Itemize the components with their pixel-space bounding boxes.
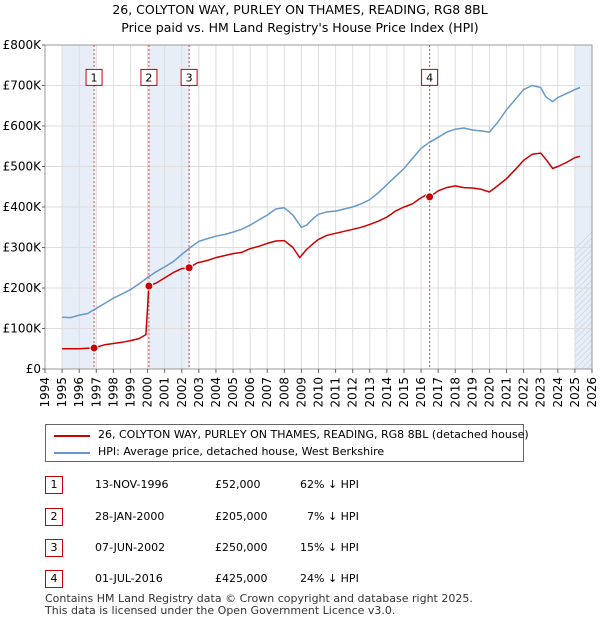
y-tick-label: £200K [3,281,43,295]
x-tick-label: 2005 [226,377,240,408]
sale-marker-box [140,68,158,86]
x-tick-label: 2023 [534,377,548,408]
transaction-price: £250,000 [215,541,268,554]
x-tick-label: 2025 [568,377,582,408]
x-tick-label: 2016 [414,377,428,408]
x-tick-label: 2022 [517,377,531,408]
x-tick-label: 2017 [431,377,445,408]
x-tick-label: 2010 [312,377,326,408]
y-tick-label: £400K [3,200,43,214]
x-tick-label: 1998 [106,377,120,408]
sale-point [425,192,435,202]
x-tick-label: 2013 [363,377,377,408]
x-tick-label: 1997 [89,377,103,408]
x-tick-label: 2001 [158,377,172,408]
sale-marker-number: 2 [145,71,152,84]
x-tick-label: 2026 [585,377,599,408]
series-line-property [62,152,581,350]
chart-title-line-1: 26, COLYTON WAY, PURLEY ON THAMES, READI… [112,2,488,17]
transaction-hpi-diff: 62% ↓ HPI [300,478,359,491]
footer-copyright: Contains HM Land Registry data © Crown c… [45,592,473,605]
x-tick-label: 2012 [346,377,360,408]
transaction-date: 28-JAN-2000 [95,510,165,523]
x-tick-label: 2004 [209,377,223,408]
transaction-price: £205,000 [215,510,268,523]
x-tick-label: 2003 [192,377,206,408]
x-tick-label: 2002 [175,377,189,408]
legend-label-hpi: HPI: Average price, detached house, West… [98,445,385,458]
x-tick-label: 2024 [551,377,565,408]
y-tick-label: £600K [3,119,43,133]
x-tick-label: 2019 [465,377,479,408]
x-tick-label: 2011 [329,377,343,408]
x-tick-label: 2014 [380,377,394,408]
series-line-hpi [62,84,581,319]
sale-marker-box [180,68,198,86]
x-tick-label: 2015 [397,377,411,408]
chart-legend: 26, COLYTON WAY, PURLEY ON THAMES, READI… [45,424,529,462]
sale-marker-box [85,68,103,86]
x-tick-label: 2021 [500,377,514,408]
transaction-date: 07-JUN-2002 [95,541,166,554]
transaction-price: £52,000 [215,478,261,491]
legend-label-property: 26, COLYTON WAY, PURLEY ON THAMES, READI… [98,428,529,441]
transaction-hpi-diff: 7% ↓ HPI [307,510,359,523]
transaction-date: 01-JUL-2016 [95,572,163,585]
sale-point [89,343,99,353]
x-tick-label: 1995 [55,377,69,408]
sale-marker-number: 1 [91,71,98,84]
x-tick-label: 2009 [294,377,308,408]
y-tick-label: £300K [3,241,43,255]
future-hatch [574,309,592,328]
sale-point [144,281,154,291]
transaction-number: 2 [45,508,63,526]
sale-point [184,263,194,273]
x-tick-label: 2000 [141,377,155,408]
x-tick-label: 1994 [38,377,52,408]
transaction-price: £425,000 [215,572,268,585]
transaction-hpi-diff: 24% ↓ HPI [300,572,359,585]
transaction-hpi-diff: 15% ↓ HPI [300,541,359,554]
y-tick-label: £700K [3,79,43,93]
chart-title-line-2: Price paid vs. HM Land Registry's House … [121,20,479,35]
x-tick-label: 1999 [123,377,137,408]
transaction-number: 4 [45,570,63,588]
sale-marker-box [421,68,439,86]
legend-swatch-property [54,435,90,437]
y-tick-label: £0 [26,362,41,376]
future-hatch [593,45,600,369]
x-tick-label: 2007 [260,377,274,408]
legend-swatch-hpi [54,452,90,454]
y-tick-label: £500K [3,160,43,174]
future-hatch [574,303,592,322]
x-tick-label: 2008 [277,377,291,408]
x-tick-label: 2020 [482,377,496,408]
x-tick-label: 2006 [243,377,257,408]
footer-license: This data is licensed under the Open Gov… [45,604,396,617]
sale-marker-number: 3 [186,71,193,84]
price-chart: £0 £100K £200K £300K £400K £500K £600K £700K £80… [3,38,600,408]
y-tick-label: £100K [3,322,43,336]
x-tick-label: 2018 [448,377,462,408]
transaction-date: 13-NOV-1996 [95,478,169,491]
sale-marker-number: 4 [426,71,433,84]
transaction-number: 1 [45,476,63,494]
y-tick-label: £800K [3,38,43,52]
x-tick-label: 1996 [72,377,86,408]
transaction-number: 3 [45,539,63,557]
